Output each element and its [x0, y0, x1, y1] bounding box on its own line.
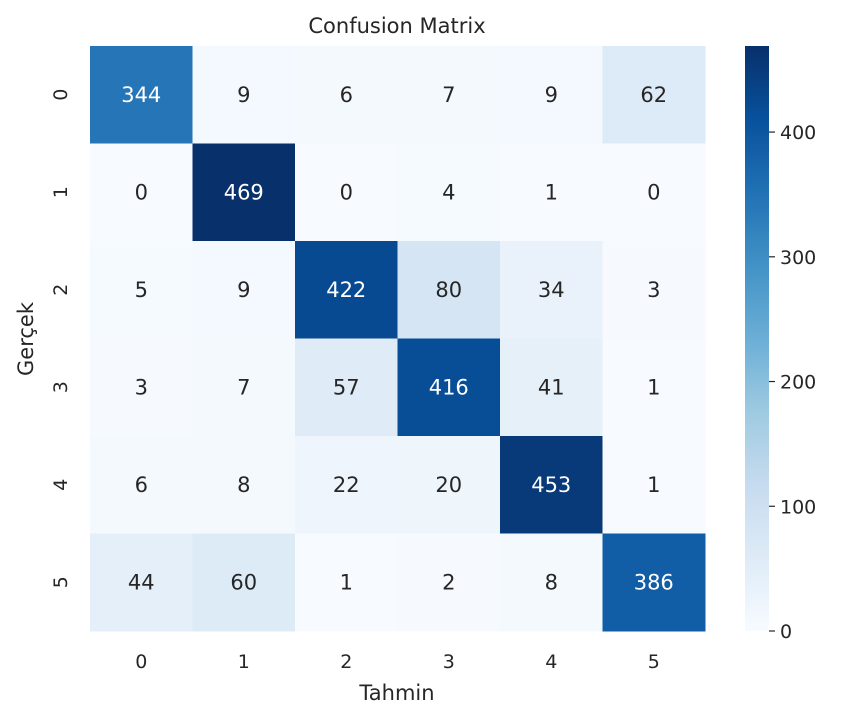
heatmap-cell [500, 533, 603, 632]
x-axis-label: Tahmin [358, 681, 434, 705]
cell-value-label: 469 [224, 180, 264, 204]
colorbar [745, 46, 769, 631]
cell-value-label: 41 [538, 375, 565, 399]
cell-value-label: 7 [237, 375, 250, 399]
x-tick-label: 2 [340, 651, 352, 673]
colorbar-tick-label: 400 [780, 122, 816, 144]
heatmap-cell [397, 46, 501, 144]
cell-value-label: 0 [647, 180, 660, 204]
heatmap-cell [90, 241, 193, 339]
cell-value-label: 9 [237, 83, 250, 107]
y-tick-label: 1 [50, 186, 72, 198]
x-tick-label: 0 [135, 651, 147, 673]
heatmap-cell [192, 241, 296, 339]
cell-value-label: 422 [326, 278, 366, 302]
cell-value-label: 34 [538, 278, 565, 302]
heatmap-cell [192, 533, 296, 632]
x-tick-label: 3 [443, 651, 455, 673]
heatmap-cell [192, 143, 296, 242]
y-axis-label: Gerçek [14, 301, 38, 376]
cell-value-label: 57 [333, 375, 360, 399]
cell-value-label: 5 [135, 278, 148, 302]
cell-value-label: 1 [340, 570, 353, 594]
cell-value-label: 6 [340, 83, 353, 107]
heatmap-cell [602, 533, 706, 632]
colorbar-ticks: 0 100 200 300 400 [769, 122, 816, 643]
cell-value-label: 3 [135, 375, 148, 399]
y-tick-label: 3 [50, 381, 72, 393]
heatmap-cell [500, 338, 603, 437]
cell-value-label: 6 [135, 473, 148, 497]
heatmap-cell [90, 46, 193, 144]
heatmap-cell [295, 533, 398, 632]
colorbar-tick-label: 0 [780, 621, 792, 643]
chart-title: Confusion Matrix [308, 14, 485, 38]
cell-value-label: 416 [429, 375, 469, 399]
cell-value-label: 80 [435, 278, 462, 302]
y-axis-ticks: 0 1 2 3 4 5 [50, 89, 72, 589]
x-tick-label: 5 [648, 651, 660, 673]
heatmap-cell [192, 46, 296, 144]
cell-value-label: 62 [640, 83, 667, 107]
heatmap-cell [295, 436, 398, 534]
cell-value-label: 453 [531, 473, 571, 497]
heatmap-cell [90, 436, 193, 534]
cell-value-label: 44 [128, 570, 155, 594]
cell-value-label: 9 [237, 278, 250, 302]
y-tick-label: 5 [50, 576, 72, 588]
cell-value-label: 4 [442, 180, 455, 204]
cell-value-label: 8 [237, 473, 250, 497]
colorbar-tick-label: 300 [780, 247, 816, 269]
heatmap-cell [602, 436, 706, 534]
cell-value-label: 1 [545, 180, 558, 204]
heatmap-cell [602, 143, 706, 242]
heatmap-cell [295, 46, 398, 144]
cell-value-label: 344 [121, 83, 161, 107]
cell-value-label: 0 [135, 180, 148, 204]
heatmap-cell [500, 143, 603, 242]
heatmap-cell [500, 46, 603, 144]
cell-value-label: 7 [442, 83, 455, 107]
heatmap-cell [295, 338, 398, 437]
heatmap-cell [397, 143, 501, 242]
x-tick-label: 1 [238, 651, 250, 673]
colorbar-tick-label: 200 [780, 372, 816, 394]
heatmap-cell [602, 46, 706, 144]
heatmap-cell [295, 241, 398, 339]
cell-value-label: 1 [647, 375, 660, 399]
heatmap-cell [192, 436, 296, 534]
heatmap-cell [192, 338, 296, 437]
y-tick-label: 0 [50, 89, 72, 101]
cell-value-label: 3 [647, 278, 660, 302]
cell-value-label: 9 [545, 83, 558, 107]
heatmap-cell [602, 338, 706, 437]
heatmap-cell [90, 533, 193, 632]
x-tick-label: 4 [545, 651, 557, 673]
y-tick-label: 2 [50, 284, 72, 296]
heatmap-cell [500, 436, 603, 534]
heatmap-cell [397, 533, 501, 632]
cell-value-label: 22 [333, 473, 360, 497]
heatmap-cell [90, 143, 193, 242]
cell-value-label: 0 [340, 180, 353, 204]
cell-value-label: 60 [230, 570, 257, 594]
cell-value-label: 386 [634, 570, 674, 594]
heatmap-cell [397, 338, 501, 437]
cell-value-label: 1 [647, 473, 660, 497]
heatmap-cell [397, 436, 501, 534]
heatmap-cell [500, 241, 603, 339]
heatmap-cells: 344 9 6 7 9 620 469 0 4 1 05 9 422 80 34 33 7 57 416 41 16 8 2… [90, 46, 706, 632]
heatmap-cell [602, 241, 706, 339]
cell-value-label: 2 [442, 570, 455, 594]
y-tick-label: 4 [50, 479, 72, 491]
cell-value-label: 20 [435, 473, 462, 497]
cell-value-label: 8 [545, 570, 558, 594]
colorbar-tick-label: 100 [780, 496, 816, 518]
x-axis-ticks: 0 1 2 3 4 5 [135, 651, 660, 673]
heatmap-cell [397, 241, 501, 339]
heatmap-cell [90, 338, 193, 437]
heatmap-cell [295, 143, 398, 242]
